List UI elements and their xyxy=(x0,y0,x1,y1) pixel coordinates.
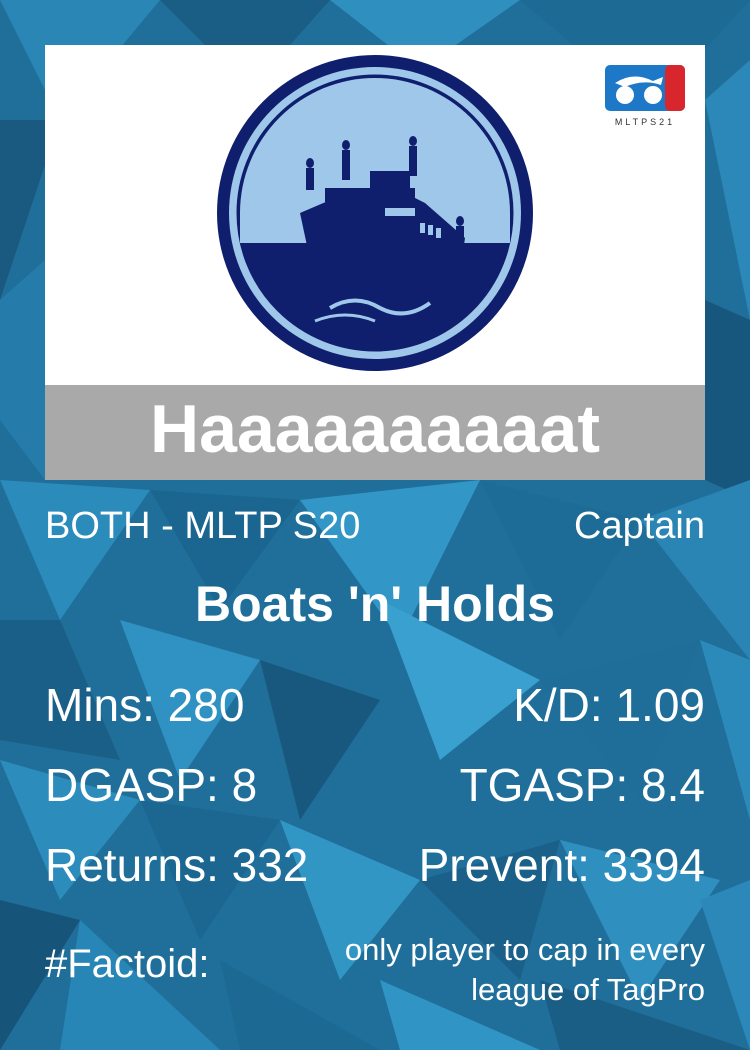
stat-prevent: Prevent: 3394 xyxy=(419,838,705,892)
stat-dgasp: DGASP: 8 xyxy=(45,758,257,812)
league-logo-text: MLTPS21 xyxy=(603,117,687,127)
stat-kd: K/D: 1.09 xyxy=(513,678,705,732)
stat-returns: Returns: 332 xyxy=(45,838,308,892)
factoid-text: only player to cap in every league of Ta… xyxy=(325,930,705,1010)
team-name: Boats 'n' Holds xyxy=(45,575,705,633)
role: Captain xyxy=(574,505,705,548)
player-card-header: MLTPS21 Haaaaaaaaaat xyxy=(45,45,705,480)
player-name: Haaaaaaaaaat xyxy=(45,385,705,480)
team-boat-emblem xyxy=(215,53,535,373)
league-season: BOTH - MLTP S20 xyxy=(45,505,360,548)
factoid-label: #Factoid: xyxy=(45,942,210,987)
league-logo: MLTPS21 xyxy=(603,63,687,127)
stat-mins: Mins: 280 xyxy=(45,678,244,732)
stat-tgasp: TGASP: 8.4 xyxy=(460,758,705,812)
